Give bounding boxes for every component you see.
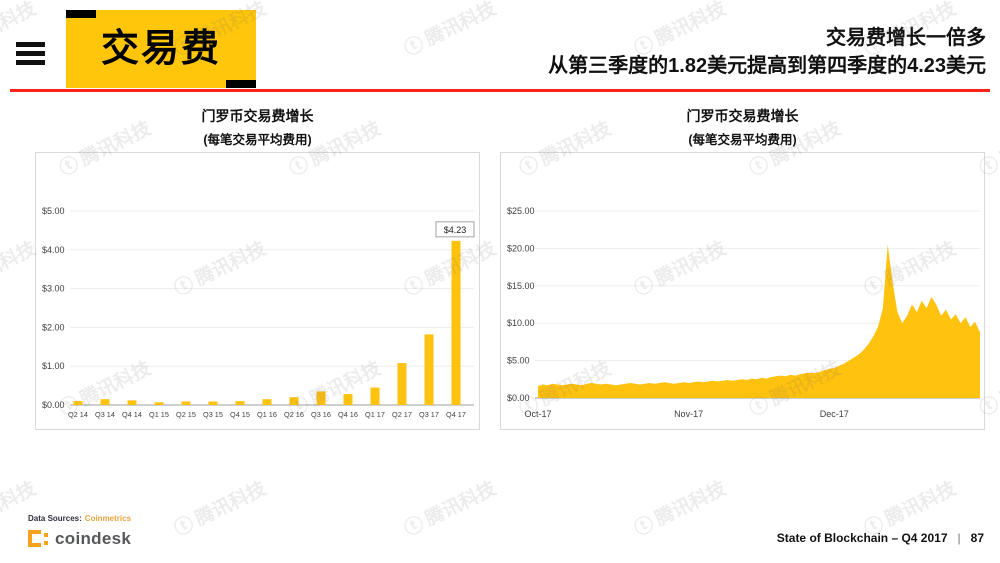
page-number: 87 [970,531,984,545]
tencent-tech-watermark: ⓣ腾讯科技 [0,234,40,302]
bar [316,391,326,405]
footer-report-info: State of Blockchain – Q4 2017 | 87 [777,531,984,545]
tencent-logo-icon: ⓣ [401,33,428,61]
x-tick-label: Q4 15 [230,410,250,419]
x-tick-label: Q3 17 [419,410,439,419]
watermark-text: 腾讯科技 [0,238,40,291]
y-tick-label: $15.00 [507,281,535,291]
bar-chart-canvas: $0.00 $1.00 $2.00 $3.00 $4.00 $5.00 Q2 14 Q3 14… [42,206,475,419]
area-chart-subtitle: (每笔交易平均费用) [688,133,797,147]
headline-line1: 交易费增长一倍多 [826,27,986,49]
bar [451,240,461,405]
hamburger-menu-icon [16,42,45,69]
watermark-text: 腾讯科技 [881,478,960,531]
y-tick-label: $5.00 [507,356,530,366]
page-title: 交易费 [100,28,221,70]
y-tick-label: $4.00 [42,245,65,255]
x-tick-label: Dec-17 [820,409,849,419]
bar [235,401,245,405]
headline-line2: 从第三季度的1.82美元提高到第四季度的4.23美元 [548,55,986,77]
y-tick-label: $5.00 [42,206,65,216]
bar [424,334,434,405]
data-label: $4.23 [444,225,467,235]
x-tick-label: Q3 14 [95,410,115,419]
area-chart: $0.00 $5.00 $10.00 $15.00 $20.00 $25.00 Oct-17… [500,152,985,430]
tencent-logo-icon: ⓣ [631,513,658,541]
header-divider [10,89,990,92]
watermark-text: 腾讯科技 [651,478,730,531]
x-tick-label: Oct-17 [524,409,551,419]
headline: 交易费增长一倍多 从第三季度的1.82美元提高到第四季度的4.23美元 [548,24,986,80]
area-chart-canvas: $0.00 $5.00 $10.00 $15.00 $20.00 $25.00 Oct-17… [507,206,980,419]
x-tick-label: Q3 15 [203,410,223,419]
bar [100,399,110,405]
bar [343,394,353,405]
coindesk-logo-icon [28,528,49,549]
bar [289,397,299,405]
bar [208,401,218,405]
bar [73,401,83,405]
x-tick-label: Q4 16 [338,410,358,419]
bar [154,402,164,405]
area-series [538,244,980,398]
data-sources-label: Data Sources: [28,514,82,523]
x-tick-label: Q2 14 [68,410,88,419]
x-tick-label: Q1 17 [365,410,385,419]
x-tick-label: Q4 17 [446,410,466,419]
data-sources: Data Sources: Coinmetrics [28,514,131,523]
x-tick-label: Q2 16 [284,410,304,419]
tencent-tech-watermark: ⓣ腾讯科技 [629,474,730,542]
footer-separator: | [957,531,961,545]
y-tick-label: $25.00 [507,206,535,216]
tencent-logo-icon: ⓣ [401,513,428,541]
x-tick-label: Q3 16 [311,410,331,419]
bar [127,400,137,405]
bar-chart-subtitle: (每笔交易平均费用) [203,133,312,147]
bar-chart: $0.00 $1.00 $2.00 $3.00 $4.00 $5.00 Q2 14 Q3 14… [35,152,480,430]
y-tick-label: $0.00 [507,393,530,403]
slide-title-box: 交易费 [66,10,256,88]
data-label-box [435,221,475,238]
tencent-tech-watermark: ⓣ腾讯科技 [399,0,500,61]
area-chart-title: 门罗币交易费增长 [686,108,799,124]
bar [370,387,380,405]
coindesk-logo: coindesk [28,528,131,549]
y-tick-label: $20.00 [507,243,535,253]
report-title: State of Blockchain – Q4 2017 [776,531,948,545]
x-tick-label: Q2 15 [176,410,196,419]
x-tick-label: Nov-17 [674,409,703,419]
bar [181,401,191,405]
data-sources-link[interactable]: Coinmetrics [84,514,132,523]
y-tick-label: $10.00 [507,318,535,328]
area-chart-header: 门罗币交易费增长 (每笔交易平均费用) [500,106,985,148]
coindesk-logo-text: coindesk [55,528,132,548]
x-tick-label: Q4 14 [122,410,142,419]
y-tick-label: $2.00 [42,322,65,332]
bar-chart-header: 门罗币交易费增长 (每笔交易平均费用) [35,106,480,148]
bar [397,363,407,405]
tencent-tech-watermark: ⓣ腾讯科技 [169,474,270,542]
y-tick-label: $1.00 [42,361,65,371]
watermark-text: 腾讯科技 [421,478,500,531]
bar-chart-title: 门罗币交易费增长 [201,108,314,124]
y-tick-label: $3.00 [42,284,65,294]
x-tick-label: Q1 15 [149,410,169,419]
watermark-text: 腾讯科技 [191,478,270,531]
bar [262,399,272,405]
y-tick-label: $0.00 [42,400,65,410]
x-tick-label: Q1 16 [257,410,277,419]
watermark-text: 腾讯科技 [421,0,500,51]
tencent-logo-icon: ⓣ [171,513,198,541]
tencent-tech-watermark: ⓣ腾讯科技 [399,474,500,542]
x-tick-label: Q2 17 [392,410,412,419]
